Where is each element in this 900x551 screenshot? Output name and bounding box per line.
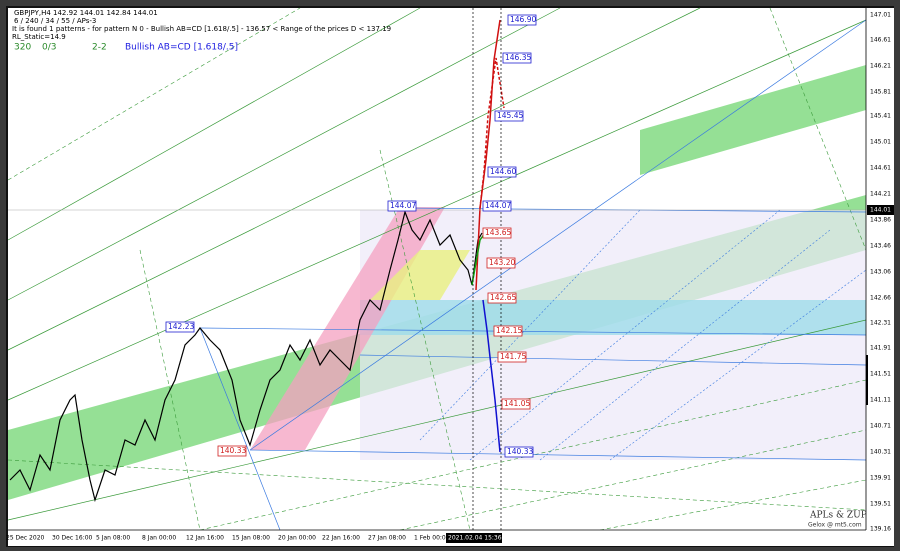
time-label: 20 Jan 00:00: [278, 535, 316, 542]
price-label: 140.31: [870, 449, 891, 456]
price-label: 143.46: [870, 243, 891, 250]
price-label: 139.91: [870, 475, 891, 482]
level-box: [497, 351, 527, 363]
price-label: 147.01: [870, 12, 891, 19]
level-box: [387, 200, 417, 212]
cyan-zone: [360, 300, 866, 335]
level-label: 142.15: [496, 326, 522, 335]
price-axis: [866, 8, 894, 530]
level-label: 144.60: [490, 167, 516, 176]
level-label: 141.05: [504, 399, 530, 408]
price-label: 145.81: [870, 89, 891, 96]
time-label: 27 Jan 08:00: [368, 535, 406, 542]
level-box: [217, 445, 247, 457]
current-price: 144.01: [870, 207, 891, 214]
level-box: [494, 110, 524, 122]
time-label: 22 Jan 16:00: [322, 535, 360, 542]
level-label: 142.65: [490, 293, 516, 302]
rl-static: RL_Static=14.9: [12, 33, 66, 41]
time-label: 8 Jan 00:00: [142, 535, 176, 542]
level-label: 143.65: [485, 228, 511, 237]
current-price-box: [867, 205, 894, 215]
price-label: 143.86: [870, 217, 891, 224]
level-label: 140.33: [220, 446, 246, 455]
price-label: 139.51: [870, 501, 891, 508]
time-label: 12 Jan 16:00: [186, 535, 224, 542]
price-label: 146.21: [870, 63, 891, 70]
watermark: Gelox @ mt5.com: [808, 522, 862, 529]
level-label: 143.20: [489, 258, 515, 267]
yellow-zone: [370, 250, 470, 300]
level-box: [487, 166, 517, 178]
price-label: 144.21: [870, 191, 891, 198]
price-label: 142.66: [870, 295, 891, 302]
counter: 0/3: [42, 43, 56, 53]
time-label: 1 Feb 00:00: [414, 535, 450, 542]
level-label: 146.90: [510, 15, 536, 24]
price-label: 146.61: [870, 37, 891, 44]
level-label: 146.35: [505, 53, 531, 62]
cursor-time-box: [446, 533, 502, 543]
level-box: [507, 14, 537, 26]
counter: 2-2: [92, 43, 107, 53]
level-label: 142.23: [168, 322, 194, 331]
cursor-time: 2021.02.04 15:36: [448, 535, 502, 542]
params: 6 / 240 / 34 / 55 / APs-3: [14, 17, 96, 25]
level-label: 140.33: [507, 447, 533, 456]
price-trace: [9, 210, 483, 503]
pattern-info: It is found 1 patterns - for pattern N 0…: [12, 25, 391, 33]
level-box: [504, 446, 534, 458]
level-box: [487, 292, 517, 304]
symbol-line: GBPJPY,H4 142.92 144.01 142.84 144.01: [14, 9, 158, 17]
pattern-name: Bullish AB=CD [1.618/.5]: [125, 43, 238, 53]
level-label: 141.75: [500, 352, 526, 361]
level-box: [486, 257, 516, 269]
time-label: 15 Jan 08:00: [232, 535, 270, 542]
level-box: [165, 321, 195, 333]
counter: 320: [14, 43, 31, 53]
level-box: [493, 325, 523, 337]
level-label: 145.45: [497, 111, 523, 120]
level-box: [482, 200, 512, 212]
price-label: 141.51: [870, 371, 891, 378]
watermark: APLs & ZUP: [809, 511, 867, 521]
price-label: 141.11: [870, 397, 891, 404]
level-label: 144.07: [485, 201, 511, 210]
price-label: 145.41: [870, 113, 891, 120]
time-label: 25 Dec 2020: [6, 535, 45, 542]
green-channel-upper: [640, 65, 866, 175]
price-label: 143.06: [870, 269, 891, 276]
price-label: 140.71: [870, 423, 891, 430]
pink-zone: [250, 207, 445, 450]
time-label: 5 Jan 08:00: [96, 535, 130, 542]
price-label: 139.16: [870, 526, 891, 533]
level-box: [502, 52, 532, 64]
price-label: 141.91: [870, 345, 891, 352]
level-box: [482, 227, 512, 239]
level-box: [501, 398, 531, 410]
level-label: 144.07: [390, 201, 416, 210]
price-label: 145.01: [870, 139, 891, 146]
price-label: 144.61: [870, 165, 891, 172]
time-label: 30 Dec 16:00: [52, 535, 93, 542]
price-label: 142.31: [870, 320, 891, 327]
